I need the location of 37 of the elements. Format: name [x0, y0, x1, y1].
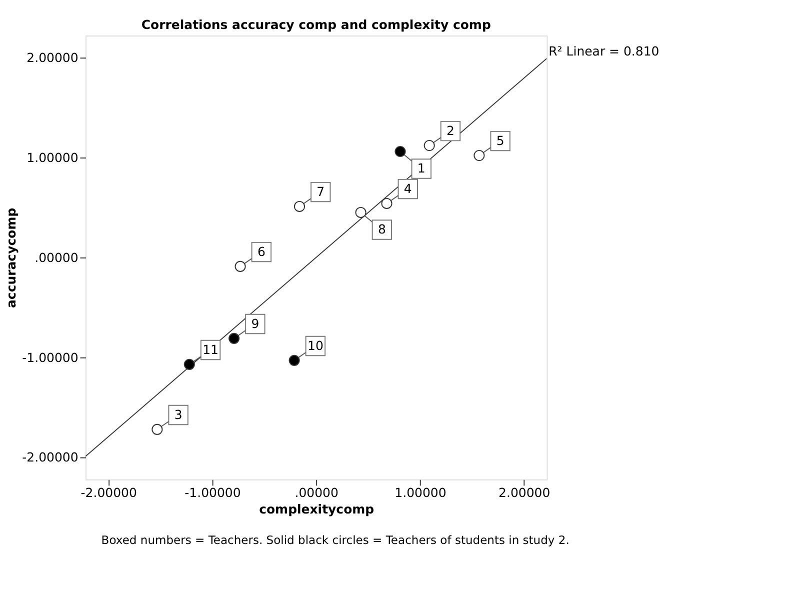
point — [424, 140, 435, 151]
y-axis-title: accuracycomp — [3, 208, 18, 308]
annotation: 10 — [307, 338, 324, 353]
y-tick-label: .00000 — [34, 250, 78, 265]
annotation: 11 — [202, 342, 218, 357]
point — [228, 332, 240, 344]
annotation: 1 — [417, 160, 426, 176]
point — [234, 260, 246, 272]
annotation: 7 — [316, 184, 325, 199]
chart-title: Correlations accuracy comp and complexity comp — [141, 16, 491, 32]
point — [288, 354, 300, 366]
annotation: 4 — [404, 180, 412, 196]
text: R² Linear = 0.810 — [548, 44, 660, 59]
annotation: 2 — [446, 122, 454, 138]
x-tick-label: -2.00000 — [80, 485, 137, 500]
point — [152, 424, 163, 435]
x-axis-title: complexitycomp — [259, 502, 374, 517]
x-tick-label: 2.00000 — [498, 485, 550, 500]
point — [394, 146, 406, 157]
text: Boxed numbers = Teachers. Solid black circles = Teachers of students in study 2. — [101, 532, 570, 547]
y-tick-label: -2.00000 — [22, 450, 78, 465]
point — [184, 358, 195, 370]
annotation: 3 — [174, 406, 182, 422]
annotation: 8 — [378, 222, 386, 237]
x-tick-label: 1.00000 — [394, 485, 446, 500]
point — [355, 206, 366, 218]
y-tick-label: 2.00000 — [26, 50, 78, 65]
y-tick-label: 1.00000 — [26, 150, 78, 165]
point — [474, 150, 485, 161]
point — [381, 198, 392, 209]
point — [294, 200, 306, 212]
annotation: 6 — [257, 244, 266, 259]
y-tick-label: -1.00000 — [22, 350, 78, 365]
x-tick-label: -1.00000 — [184, 485, 241, 500]
annotation: 5 — [496, 132, 504, 148]
x-tick-label: .00000 — [294, 485, 338, 500]
annotation: 9 — [251, 316, 260, 331]
